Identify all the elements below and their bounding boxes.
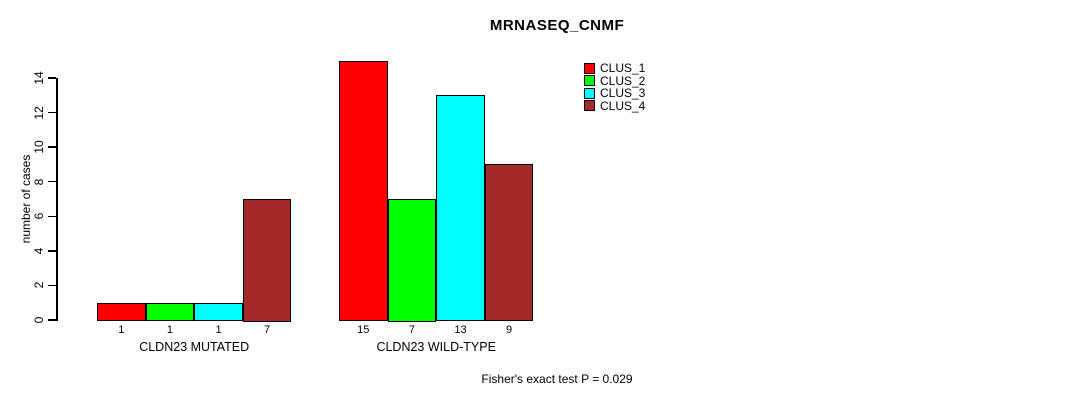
legend-item-clus_1: CLUS_1: [584, 62, 645, 74]
chart-title: MRNASEQ_CNMF: [489, 17, 625, 34]
bar-count-label: 1: [215, 324, 222, 336]
category-label: CLDN23 WILD-TYPE: [376, 340, 496, 354]
bar-clus_1-wildtype: [339, 60, 388, 322]
y-axis-tick-label: 6: [32, 212, 46, 220]
y-axis-tick-label: 2: [32, 282, 46, 289]
bar-clus_3-wildtype: [436, 95, 485, 322]
y-axis-tick-label: 8: [32, 178, 46, 186]
bar-count-label: 9: [506, 324, 513, 336]
legend-item-clus_4: CLUS_4: [584, 100, 645, 112]
bar-clus_4-mutated: [242, 199, 292, 322]
bar-count-label: 13: [454, 324, 467, 336]
legend-swatch-icon: [584, 75, 595, 86]
y-axis-tick: [48, 284, 56, 287]
stat-test-annotation: Fisher's exact test P = 0.029: [481, 372, 633, 386]
y-axis-tick: [48, 180, 56, 183]
y-axis-label: number of cases: [19, 154, 33, 244]
category-label: CLDN23 MUTATED: [139, 340, 250, 354]
bar-count-label: 15: [357, 324, 370, 336]
bar-count-label: 1: [166, 324, 173, 336]
y-axis-tick-label: 0: [32, 316, 46, 324]
y-axis-tick: [48, 250, 56, 252]
bar-clus_2-mutated: [145, 302, 195, 322]
bar-count-label: 1: [118, 324, 125, 336]
bar-clus_2-wildtype: [387, 199, 437, 322]
legend-item-clus_3: CLUS_3: [584, 87, 645, 99]
bar-clus_3-mutated: [194, 302, 243, 322]
legend-label: CLUS_4: [600, 98, 646, 113]
legend-swatch-icon: [584, 87, 595, 99]
y-axis-tick-label: 10: [32, 140, 46, 154]
legend-label: CLUS_3: [600, 86, 646, 100]
y-axis-tick: [48, 111, 56, 114]
legend-item-clus_2: CLUS_2: [584, 75, 645, 87]
bar-count-label: 7: [264, 324, 271, 336]
y-axis-tick: [48, 146, 56, 148]
y-axis-tick-label: 12: [32, 105, 46, 120]
legend-swatch-icon: [584, 62, 595, 74]
bar-clus_4-wildtype: [484, 164, 534, 322]
legend: CLUS_1 CLUS_2 CLUS_3 CLUS_4: [584, 62, 645, 112]
legend-label: CLUS_1: [600, 61, 646, 75]
y-axis-tick: [48, 77, 56, 79]
legend-swatch-icon: [584, 100, 595, 111]
legend-label: CLUS_2: [600, 73, 646, 88]
y-axis-tick: [48, 215, 56, 218]
bar-count-label: 7: [408, 324, 415, 336]
bar-clus_1-mutated: [97, 302, 146, 322]
y-axis-tick-label: 4: [32, 247, 46, 255]
y-axis-line: [56, 78, 58, 321]
y-axis-tick: [48, 319, 56, 321]
y-axis-tick-label: 14: [32, 71, 46, 85]
